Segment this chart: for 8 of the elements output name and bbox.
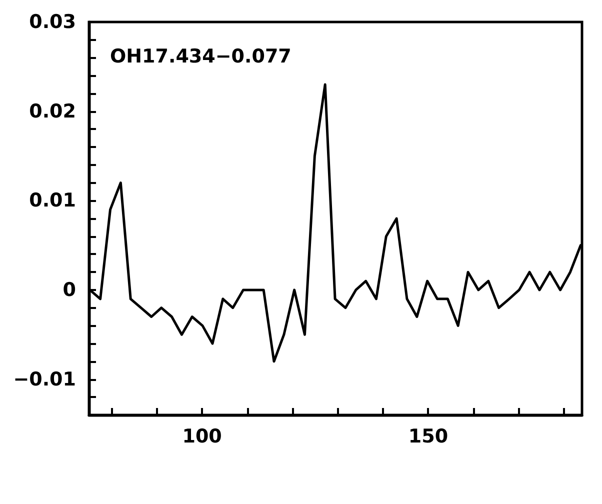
x-tick-label: 150 [408,426,448,448]
y-tick-label: 0.03 [29,11,76,33]
x-tick-label: 100 [182,426,222,448]
y-tick-label: 0.02 [29,100,76,122]
y-tick-label: 0 [62,278,76,301]
y-tick-label: 0.01 [29,190,76,212]
text: OH17.434−0.077 [110,46,292,68]
y-tick-label: −0.01 [13,368,76,390]
